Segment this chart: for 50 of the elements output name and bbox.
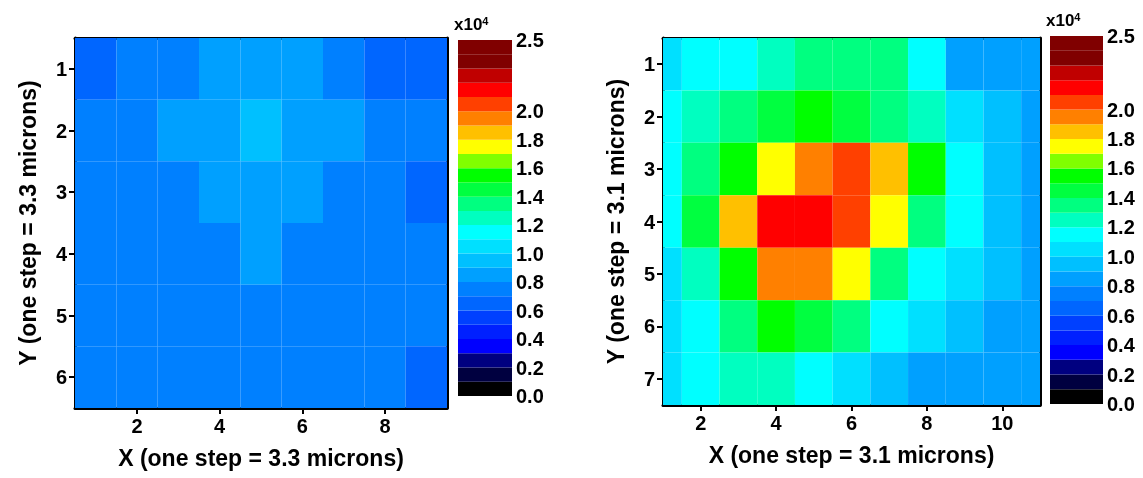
y-tick-label: 6: [643, 315, 655, 338]
x-tick-label: 8: [379, 415, 391, 437]
color-bar-label: 0.4: [1107, 334, 1136, 357]
y-tick-label: 5: [55, 304, 67, 327]
color-bar-label: 0.0: [516, 385, 544, 407]
y-tick-label: 5: [643, 262, 655, 285]
color-bar-label: 1.4: [516, 185, 545, 208]
color-bar-label: 2.0: [516, 100, 544, 123]
x-tick-label: 2: [695, 412, 707, 434]
y-tick-label: 3: [643, 158, 655, 181]
x-tick-label: 2: [131, 415, 143, 437]
x-tick-label: 6: [296, 415, 308, 437]
color-bar-label: 1.6: [1107, 157, 1135, 180]
y-tick-label: 4: [643, 210, 656, 233]
y-axis-title: Y (one step = 3.1 microns): [602, 78, 629, 365]
color-bar-label: 1.4: [1107, 186, 1136, 209]
color-bar-label: 0.2: [516, 356, 544, 379]
color-bar-label: 0.2: [1107, 363, 1135, 386]
y-tick-label: 4: [55, 242, 68, 265]
color-bar-label: 1.0: [1107, 245, 1135, 268]
color-bar-label: 0.0: [1107, 393, 1135, 415]
color-bar-label: 0.4: [516, 328, 545, 351]
x-axis-title: X (one step = 3.3 microns): [118, 444, 404, 471]
x-tick-label: 8: [921, 412, 933, 434]
y-axis-title: Y (one step = 3.3 microns): [14, 80, 41, 366]
color-bar-label: 1.8: [1107, 128, 1135, 151]
color-bar-label: 1.8: [516, 128, 544, 151]
color-bar-label: 0.8: [516, 271, 544, 294]
color-bar-label: 2.5: [516, 29, 544, 51]
color-bar-label: 1.6: [516, 157, 544, 180]
y-tick-label: 3: [55, 181, 67, 204]
color-bar-label: 0.6: [1107, 304, 1135, 327]
x-tick-label: 4: [770, 412, 783, 434]
y-tick-label: 2: [643, 105, 655, 128]
y-tick-label: 1: [643, 53, 655, 76]
y-tick-label: 1: [55, 57, 67, 80]
color-bar-label: 0.6: [516, 299, 544, 322]
color-bar-label: 1.0: [516, 242, 544, 265]
color-bar-label: 0.8: [1107, 275, 1135, 298]
color-bar-label: 1.2: [516, 214, 544, 237]
color-bar-label: 2.0: [1107, 98, 1135, 121]
x-tick-label: 6: [845, 412, 858, 434]
x-axis-title: X (one step = 3.1 microns): [708, 441, 995, 468]
x-tick-label: 4: [214, 415, 227, 437]
y-tick-label: 7: [643, 367, 655, 390]
x-tick-label: 10: [991, 412, 1014, 434]
y-tick-label: 6: [55, 366, 67, 389]
color-bar-label: 1.2: [1107, 216, 1135, 239]
y-tick-label: 2: [55, 119, 67, 142]
color-bar-label: 2.5: [1107, 25, 1135, 47]
